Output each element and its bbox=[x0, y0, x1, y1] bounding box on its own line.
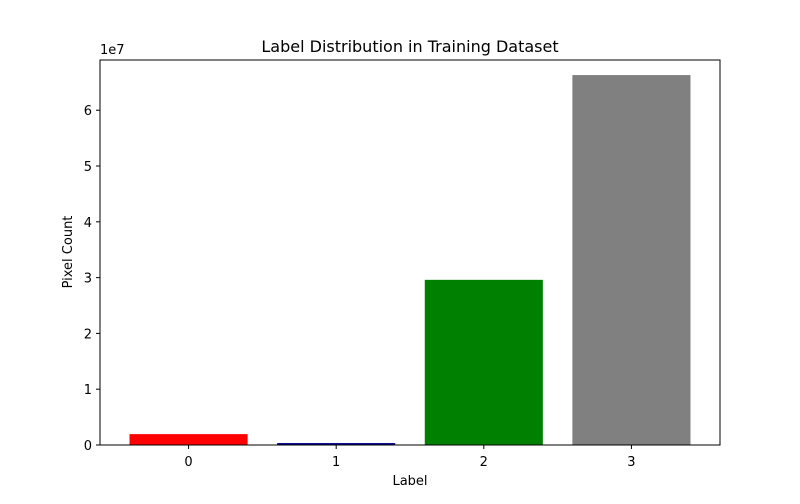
x-axis-label: Label bbox=[392, 474, 427, 489]
bars-layer bbox=[129, 75, 691, 445]
bar-0 bbox=[129, 434, 248, 445]
y-tick-label: 1 bbox=[84, 383, 92, 398]
plot-frame bbox=[99, 59, 721, 446]
y-tick-label: 2 bbox=[84, 327, 92, 342]
x-tick-label: 3 bbox=[627, 455, 635, 470]
y-tick-label: 3 bbox=[84, 272, 92, 287]
y-axis: 0 1 2 3 4 5 6 bbox=[84, 104, 100, 454]
chart-title: Label Distribution in Training Dataset bbox=[261, 37, 558, 56]
y-axis-label: Pixel Count bbox=[61, 216, 76, 289]
x-tick-label: 1 bbox=[332, 455, 340, 470]
y-tick-label: 4 bbox=[84, 216, 92, 231]
x-axis: 0 1 2 3 bbox=[184, 445, 636, 470]
x-tick-label: 0 bbox=[184, 455, 192, 470]
y-axis-offset-label: 1e7 bbox=[100, 43, 125, 58]
y-tick-label: 0 bbox=[84, 439, 92, 454]
x-tick-label: 2 bbox=[480, 455, 488, 470]
bar-2 bbox=[424, 279, 543, 445]
bar-3 bbox=[572, 75, 691, 445]
y-tick-label: 5 bbox=[84, 160, 92, 175]
bar-1 bbox=[277, 443, 396, 445]
y-tick-label: 6 bbox=[84, 104, 92, 119]
